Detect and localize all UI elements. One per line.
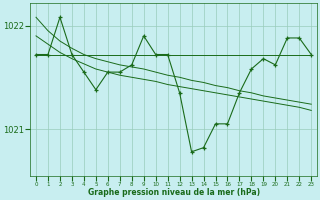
X-axis label: Graphe pression niveau de la mer (hPa): Graphe pression niveau de la mer (hPa) [88,188,260,197]
